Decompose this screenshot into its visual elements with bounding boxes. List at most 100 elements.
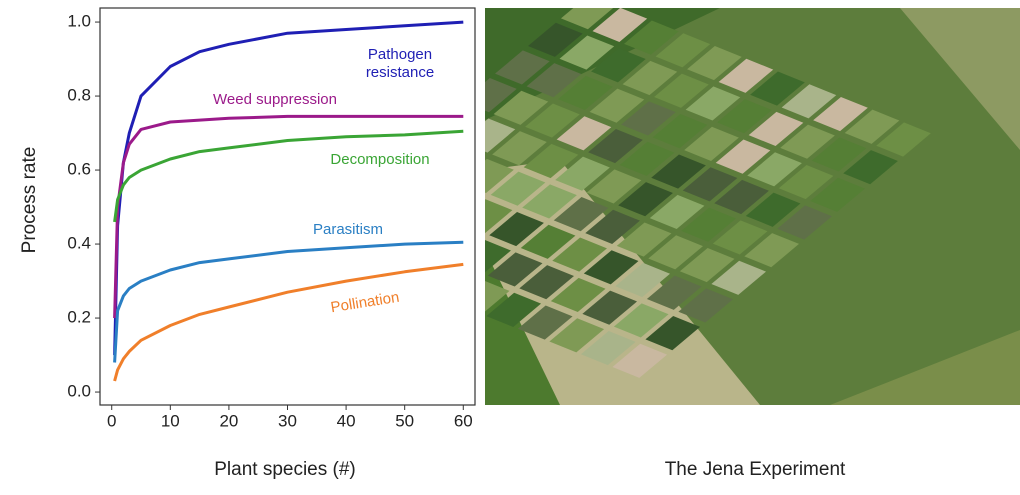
field-plot xyxy=(549,318,605,353)
y-tick-label: 0.2 xyxy=(67,308,91,327)
field-plot xyxy=(588,128,643,164)
x-tick-label: 20 xyxy=(219,411,238,430)
field-plot xyxy=(426,187,481,221)
field-plot xyxy=(811,137,867,172)
field-plot xyxy=(750,71,805,106)
series-line xyxy=(113,262,464,382)
field-plot xyxy=(616,222,672,257)
field-plot xyxy=(684,126,739,161)
series-line xyxy=(113,240,464,363)
field-plot xyxy=(492,131,547,166)
series-label: Pathogen resistance xyxy=(365,46,435,81)
field-plot xyxy=(613,303,669,338)
y-tick-label: 0.8 xyxy=(67,86,91,105)
field-plot xyxy=(654,73,709,108)
aerial-photo xyxy=(395,8,1020,405)
field-plot xyxy=(580,330,636,366)
field-plot xyxy=(522,184,577,219)
field-plot xyxy=(485,280,510,315)
field-plot xyxy=(550,277,606,313)
field-plot xyxy=(589,88,645,123)
x-tick-label: 30 xyxy=(278,411,297,430)
field-plot xyxy=(559,35,615,70)
field-plot xyxy=(487,252,543,287)
field-plot xyxy=(486,292,542,327)
field-plot xyxy=(681,207,736,242)
y-tick-label: 0.0 xyxy=(67,382,91,401)
field-plot xyxy=(810,177,865,212)
field-plot xyxy=(612,343,668,378)
field-plot xyxy=(621,101,676,136)
field-plot xyxy=(649,194,705,230)
field-plot xyxy=(876,122,931,157)
series-label: Weed suppression xyxy=(213,91,337,108)
field-plot xyxy=(718,58,774,93)
field-plot xyxy=(646,275,702,310)
plot-grid xyxy=(395,8,931,378)
field-plot xyxy=(711,260,767,295)
field-plot xyxy=(645,316,701,351)
field-plot xyxy=(485,158,514,194)
field-plot xyxy=(485,118,516,153)
field-plot xyxy=(485,78,517,113)
field-plot xyxy=(553,197,609,232)
field-plot xyxy=(490,171,546,206)
field-plot xyxy=(592,8,648,42)
y-axis-label: Process rate xyxy=(19,147,40,254)
field-plot xyxy=(843,150,898,185)
field-plot xyxy=(586,169,642,204)
field-plot xyxy=(423,267,478,301)
field-plot xyxy=(778,165,834,200)
x-tick-label: 60 xyxy=(454,411,473,430)
x-axis-label: Plant species (#) xyxy=(214,459,356,480)
x-tick-label: 10 xyxy=(161,411,180,430)
field-plot xyxy=(679,247,735,283)
field-plot xyxy=(582,290,638,325)
y-tick-label: 1.0 xyxy=(67,12,91,31)
field-plot xyxy=(844,109,900,144)
field-plot xyxy=(517,305,573,340)
field-plot xyxy=(583,250,639,285)
field-plot xyxy=(655,33,711,68)
field-plot xyxy=(685,86,741,121)
field-plot xyxy=(747,152,802,187)
series-label: Decomposition xyxy=(330,151,430,168)
field-plot xyxy=(485,199,513,234)
field-plot xyxy=(552,237,607,272)
field-plot xyxy=(624,20,679,55)
field-plot xyxy=(715,139,771,174)
x-tick-label: 50 xyxy=(395,411,414,430)
field-plot xyxy=(395,174,450,208)
field-plot xyxy=(712,220,768,255)
field-plot xyxy=(622,60,678,96)
field-plot xyxy=(519,265,574,300)
field-plot xyxy=(555,156,610,191)
field-plot xyxy=(652,114,708,149)
field-plot xyxy=(493,90,549,125)
field-plot xyxy=(558,75,613,111)
field-plot xyxy=(560,8,616,30)
field-plot xyxy=(619,141,675,176)
field-plot xyxy=(528,22,583,57)
series-line xyxy=(113,114,464,319)
field-plot xyxy=(682,167,738,202)
series-line xyxy=(113,129,464,223)
photo-caption: The Jena Experiment xyxy=(665,459,846,480)
field-plot xyxy=(520,224,576,259)
series-label: Parasitism xyxy=(312,221,383,238)
field-plot xyxy=(781,84,837,119)
field-plot xyxy=(780,124,835,159)
field-plot xyxy=(748,111,804,147)
field-plot xyxy=(687,45,742,81)
field-plot xyxy=(591,48,646,83)
field-plot xyxy=(489,211,544,247)
field-plot xyxy=(615,262,671,298)
field-plot xyxy=(618,182,673,217)
field-plot xyxy=(485,239,511,274)
field-plot xyxy=(714,179,769,215)
field-plot xyxy=(813,96,868,132)
field-plot xyxy=(651,154,706,189)
field-plot xyxy=(495,50,550,85)
